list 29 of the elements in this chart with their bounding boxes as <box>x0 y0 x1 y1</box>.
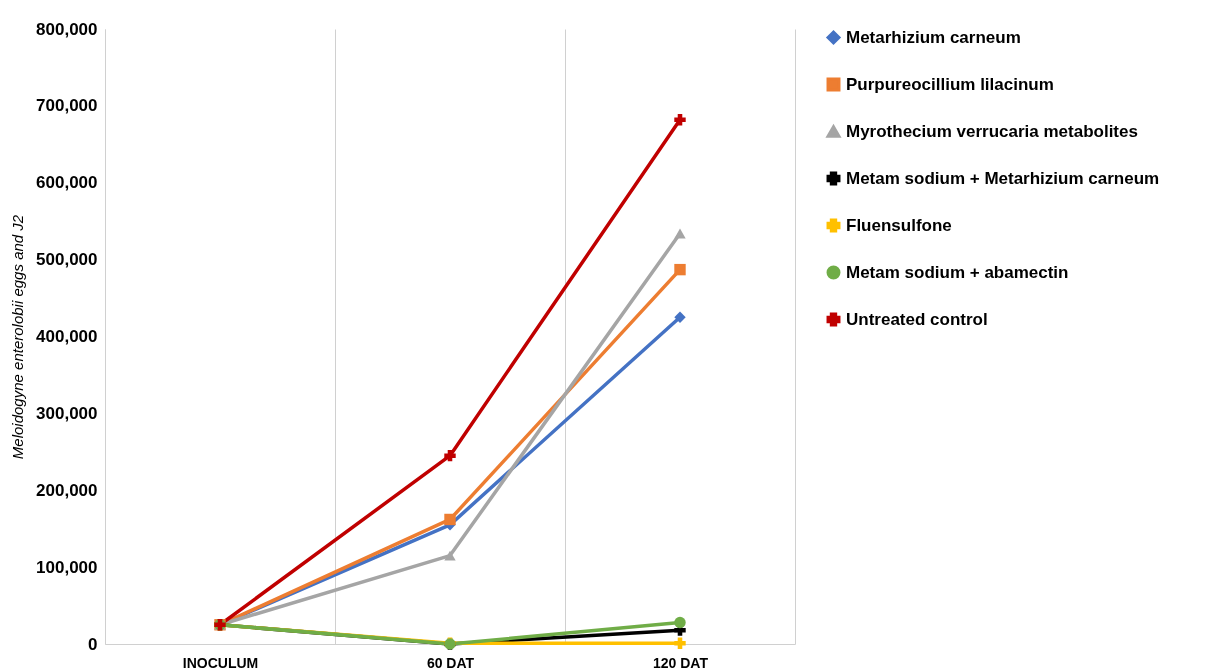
legend-label: Fluensulfone <box>846 215 952 235</box>
y-tick-label: 500,000 <box>36 250 98 270</box>
y-tick-label: 0 <box>88 634 98 654</box>
legend-label: Purpureocillium lilacinum <box>846 74 1054 94</box>
y-tick-label: 800,000 <box>36 19 98 39</box>
y-tick-label: 100,000 <box>36 557 98 577</box>
point <box>674 114 686 126</box>
x-tick-label: INOCULUM <box>182 654 259 671</box>
point <box>674 311 686 323</box>
legend-label: Untreated control <box>846 309 988 329</box>
y-axis-title: Meloidogyne enterolobii eggs and J2 <box>9 214 27 460</box>
point <box>444 550 456 561</box>
y-tick-label: 400,000 <box>36 327 98 346</box>
point <box>444 513 456 526</box>
point <box>444 449 456 462</box>
y-tick-label: 600,000 <box>36 173 98 193</box>
legend-label: Metam sodium + abamectin <box>846 262 1069 282</box>
x-tick-label: 60 DAT <box>426 654 475 671</box>
y-tick-label: 700,000 <box>36 96 98 116</box>
point <box>674 616 686 629</box>
legend-label: Metam sodium + Metarhizium carneum <box>846 168 1160 188</box>
y-tick-label: 200,000 <box>36 480 98 500</box>
x-tick-label: 120 DAT <box>653 654 709 671</box>
legend-label: Myrothecium verrucaria metabolites <box>846 121 1138 141</box>
legend-label: Metarhizium carneum <box>846 27 1021 47</box>
point <box>674 228 686 239</box>
y-tick-label: 300,000 <box>36 403 98 423</box>
point <box>674 637 686 649</box>
point <box>674 263 686 276</box>
